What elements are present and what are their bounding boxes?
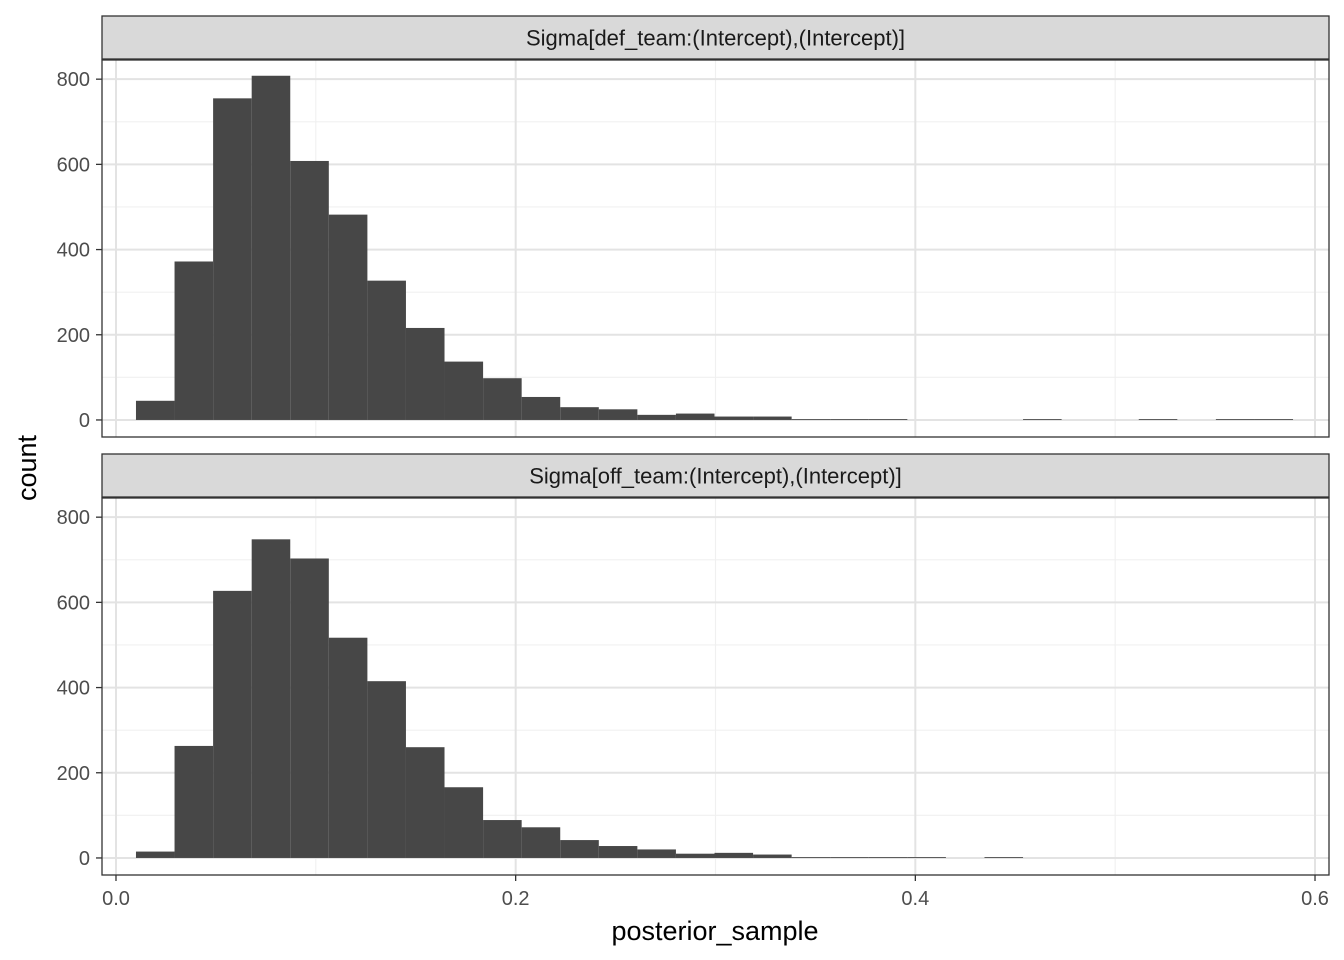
histogram-bar <box>328 637 368 858</box>
x-tick-label: 0.6 <box>1301 888 1329 910</box>
histogram-bar <box>1254 419 1294 420</box>
histogram-bar <box>714 852 754 858</box>
histogram-bar <box>753 416 792 420</box>
x-axis: 0.0 0.2 0.4 0.6 <box>102 875 1329 910</box>
x-tick-label: 0.2 <box>502 888 530 910</box>
histogram-bar <box>290 558 329 858</box>
histogram-bar <box>444 361 484 420</box>
histogram-bar <box>367 681 406 858</box>
histogram-bar <box>907 857 946 858</box>
histogram-bar <box>405 327 445 420</box>
histogram-bar <box>405 747 445 858</box>
histogram-bar <box>328 214 368 420</box>
y-tick-label: 600 <box>57 154 90 176</box>
facet-panel-off-team: Sigma[off_team:(Intercept),(Intercept)] … <box>57 453 1330 876</box>
histogram-bar <box>483 378 522 420</box>
histogram-bar <box>521 827 561 858</box>
histogram-bar <box>444 787 484 858</box>
x-tick-label: 0.4 <box>901 888 929 910</box>
histogram-bar <box>868 419 908 420</box>
histogram-bar <box>1023 419 1062 420</box>
histogram-bar <box>1215 419 1255 420</box>
y-tick-label: 800 <box>57 507 90 529</box>
histogram-bar <box>714 416 754 420</box>
facet-strip-label: Sigma[def_team:(Intercept),(Intercept)] <box>526 26 905 51</box>
facet-strip-label: Sigma[off_team:(Intercept),(Intercept)] <box>529 464 902 489</box>
histogram-bar <box>135 851 175 858</box>
histogram-bar <box>290 160 329 420</box>
y-tick-label: 0 <box>79 848 90 870</box>
histogram-bar <box>251 75 291 420</box>
histogram-bar <box>791 857 831 858</box>
histogram-bar <box>213 590 252 858</box>
panel-border <box>101 497 1330 876</box>
histogram-bars <box>135 539 1024 858</box>
histogram-bar <box>174 261 214 420</box>
histogram-bar <box>830 857 869 858</box>
y-axis-title: count <box>12 434 42 501</box>
histogram-bar <box>560 407 599 420</box>
panel-border <box>101 59 1330 438</box>
y-tick-label: 400 <box>57 240 90 262</box>
histogram-bar <box>637 414 676 420</box>
y-axis: 0 200 400 600 800 <box>57 69 102 432</box>
histogram-bar <box>868 857 908 858</box>
histogram-bar <box>483 820 522 858</box>
facet-strip <box>101 15 1330 60</box>
y-tick-label: 0 <box>79 410 90 432</box>
y-axis: 0 200 400 600 800 <box>57 507 102 870</box>
histogram-bar <box>598 846 638 858</box>
histogram-bar <box>598 409 638 420</box>
histogram-bar <box>521 396 561 420</box>
x-axis-title: posterior_sample <box>611 916 818 946</box>
y-tick-label: 200 <box>57 763 90 785</box>
histogram-bar <box>135 400 175 420</box>
y-tick-label: 800 <box>57 69 90 91</box>
histogram-bar <box>753 854 792 858</box>
y-tick-label: 600 <box>57 592 90 614</box>
y-tick-label: 200 <box>57 325 90 347</box>
histogram-bar <box>251 539 291 858</box>
histogram-bar <box>174 745 214 858</box>
y-tick-label: 400 <box>57 678 90 700</box>
histogram-bar <box>560 840 599 858</box>
histogram-bar <box>1138 419 1178 420</box>
histogram-bar <box>367 280 406 420</box>
histogram-bar <box>984 857 1024 858</box>
facet-panel-def-team: Sigma[def_team:(Intercept),(Intercept)] … <box>57 15 1330 438</box>
histogram-bar <box>675 413 715 420</box>
histogram-bar <box>213 98 252 420</box>
x-tick-label: 0.0 <box>102 888 130 910</box>
facet-strip <box>101 453 1330 498</box>
histogram-bar <box>675 853 715 858</box>
histogram-bar <box>830 419 869 420</box>
histogram-bar <box>791 419 831 420</box>
histogram-bar <box>637 849 676 858</box>
histogram-bars <box>135 75 1294 420</box>
